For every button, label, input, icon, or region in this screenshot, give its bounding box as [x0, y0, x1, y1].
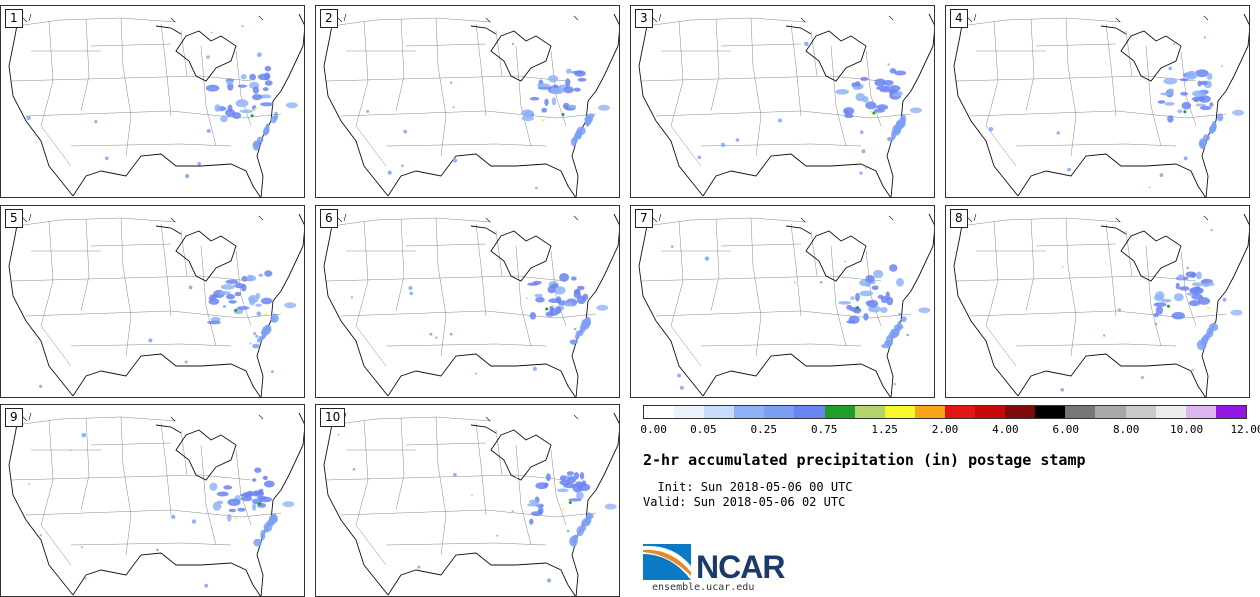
member-panel-1: 1: [0, 5, 305, 198]
colorbar-swatch: [764, 406, 795, 418]
colorbar-swatch: [674, 406, 705, 418]
chart-title: 2-hr accumulated precipitation (in) post…: [643, 451, 1086, 469]
valid-time: Valid: Sun 2018-05-06 02 UTC: [643, 495, 846, 509]
colorbar-tick-label: 2.00: [931, 423, 959, 436]
colorbar-swatch: [704, 406, 735, 418]
member-panel-2: 2: [315, 5, 620, 198]
ncar-logo-text: NCAR: [696, 549, 785, 585]
member-panel-8: 8: [945, 205, 1250, 398]
member-number-label: 7: [635, 209, 653, 228]
member-number-label: 3: [635, 9, 653, 28]
ncar-logo-icon: [643, 544, 691, 580]
colorbar-tick-label: 8.00: [1112, 423, 1140, 436]
colorbar-swatch: [1215, 406, 1246, 418]
colorbar-tick-label: 0.00: [640, 423, 667, 436]
member-panel-3: 3: [630, 5, 935, 198]
colorbar-tick-label: 10.00: [1170, 423, 1204, 436]
colorbar-swatch: [1005, 406, 1036, 418]
member-number-label: 2: [320, 9, 338, 28]
colorbar-tick-label: 12.00: [1230, 423, 1260, 436]
colorbar-tick-label: 0.75: [810, 423, 838, 436]
colorbar-swatch: [1035, 406, 1066, 418]
colorbar-swatch: [1095, 406, 1126, 418]
member-number-label: 8: [950, 209, 968, 228]
member-panel-10: 10: [315, 404, 620, 597]
colorbar-swatch: [1125, 406, 1156, 418]
member-number-label: 5: [5, 209, 23, 228]
member-panel-7: 7: [630, 205, 935, 398]
colorbar-tick-label: 0.25: [750, 423, 778, 436]
member-panel-6: 6: [315, 205, 620, 398]
colorbar-swatch: [824, 406, 855, 418]
colorbar-swatch: [734, 406, 765, 418]
colorbar-tick-label: 0.05: [690, 423, 717, 436]
member-number-label: 6: [320, 209, 338, 228]
colorbar-swatch: [1155, 406, 1186, 418]
colorbar-swatch: [914, 406, 945, 418]
colorbar-swatch: [794, 406, 825, 418]
colorbar-tick-label: 4.00: [992, 423, 1019, 436]
site-url: ensemble.ucar.edu: [652, 582, 755, 593]
precipitation-colorbar: [643, 405, 1247, 419]
colorbar-swatch: [1065, 406, 1096, 418]
colorbar-swatch: [975, 406, 1006, 418]
init-time: Init: Sun 2018-05-06 00 UTC: [643, 480, 853, 494]
member-number-label: 4: [950, 9, 968, 28]
colorbar-swatch: [854, 406, 885, 418]
colorbar-swatch: [884, 406, 915, 418]
colorbar-swatch: [644, 406, 675, 418]
colorbar-tick-label: 6.00: [1052, 423, 1080, 436]
member-number-label: 10: [320, 408, 346, 427]
member-panel-5: 5: [0, 205, 305, 398]
member-number-label: 1: [5, 9, 23, 28]
colorbar-tick-label: 1.25: [871, 423, 898, 436]
colorbar-swatch: [1185, 406, 1216, 418]
member-panel-4: 4: [945, 5, 1250, 198]
colorbar-swatch: [944, 406, 976, 418]
member-panel-9: 9: [0, 404, 305, 597]
member-number-label: 9: [5, 408, 23, 427]
